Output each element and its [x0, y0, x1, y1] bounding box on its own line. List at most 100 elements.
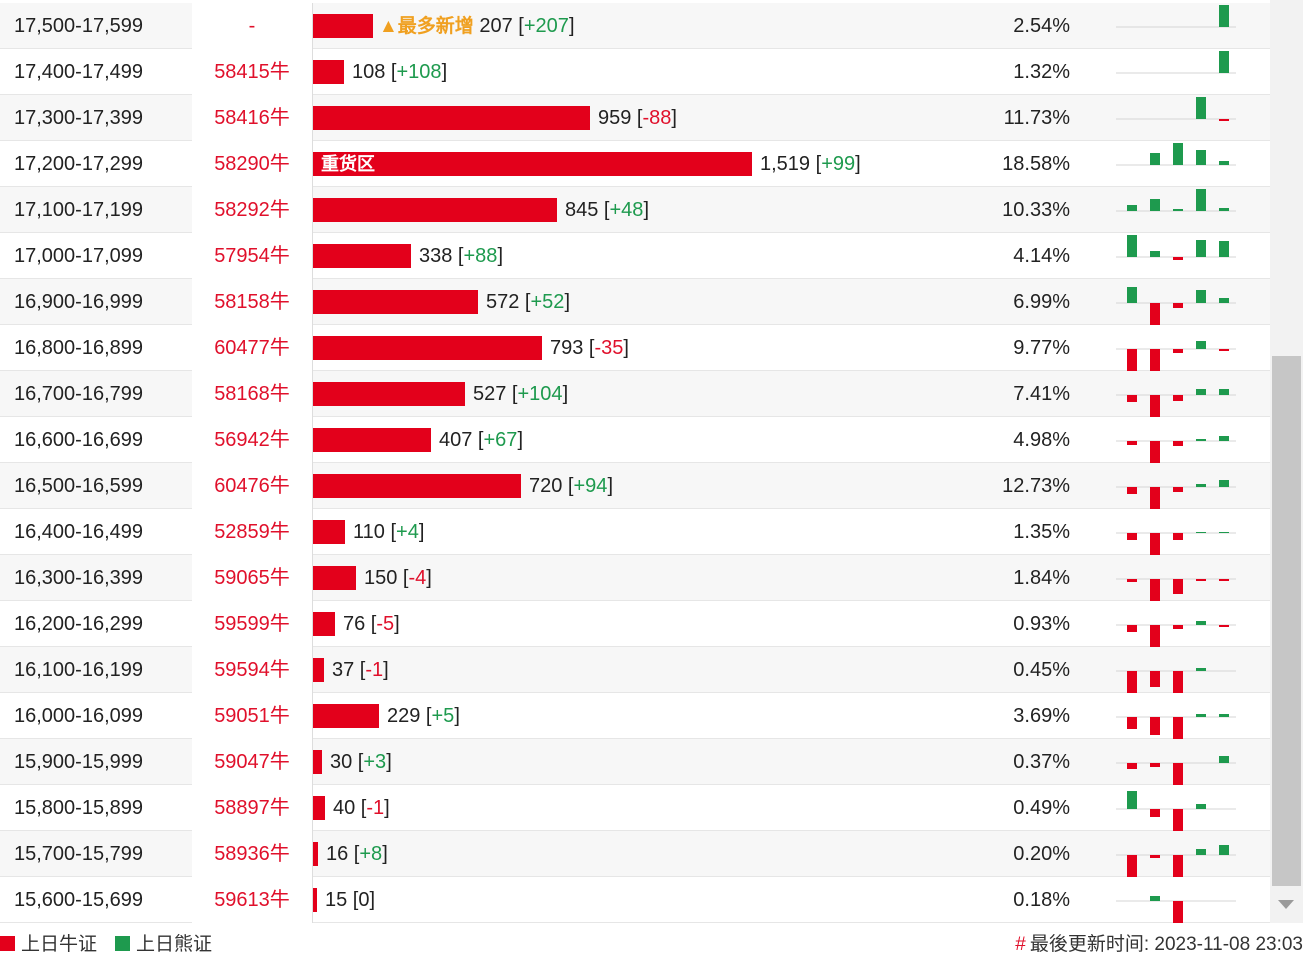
sparkline-bar: [1150, 487, 1160, 509]
cbbc-code-link[interactable]: 58290牛: [214, 153, 290, 175]
sparkline-bar: [1173, 533, 1183, 540]
percentage: 1.32%: [1013, 61, 1070, 83]
quantity-text: 40 [-1]: [333, 797, 390, 819]
cbbc-cell: -: [192, 3, 312, 49]
table-row[interactable]: 16,800-16,899 60477牛 793 [-35] 9.77%: [0, 325, 1270, 371]
table-row[interactable]: 17,300-17,399 58416牛 959 [-88] 11.73%: [0, 95, 1270, 141]
column-divider: [312, 831, 313, 877]
cbbc-code-link[interactable]: 58168牛: [214, 383, 290, 405]
percentage: 6.99%: [1013, 291, 1070, 313]
sparkline-bar: [1219, 161, 1229, 165]
table-row[interactable]: 17,100-17,199 58292牛 845 [+48] 10.33%: [0, 187, 1270, 233]
table-row[interactable]: 16,400-16,499 52859牛 110 [+4] 1.35%: [0, 509, 1270, 555]
cbbc-cell: 60477牛: [192, 325, 312, 371]
quantity-value: 37: [332, 659, 355, 681]
price-range: 17,100-17,199: [14, 199, 144, 221]
cbbc-code-link[interactable]: -: [248, 15, 256, 37]
vertical-scrollbar[interactable]: [1270, 0, 1303, 923]
column-divider: [312, 233, 313, 279]
quantity-bar: [313, 428, 431, 452]
cbbc-code-link[interactable]: 59613牛: [214, 889, 290, 911]
cbbc-code-link[interactable]: 58158牛: [214, 291, 290, 313]
sparkline-bar: [1173, 625, 1183, 629]
sparkline-bar: [1219, 349, 1229, 351]
cbbc-code-link[interactable]: 59599牛: [214, 613, 290, 635]
table-row[interactable]: 16,200-16,299 59599牛 76 [-5] 0.93%: [0, 601, 1270, 647]
table-row[interactable]: 15,800-15,899 58897牛 40 [-1] 0.49%: [0, 785, 1270, 831]
quantity-bar: [313, 336, 542, 360]
cbbc-code-link[interactable]: 60476牛: [214, 475, 290, 497]
sparkline-bar: [1150, 809, 1160, 817]
cbbc-code-link[interactable]: 58936牛: [214, 843, 290, 865]
table-row[interactable]: 17,400-17,499 58415牛 108 [+108] 1.32%: [0, 49, 1270, 95]
sparkline-bar: [1173, 487, 1183, 492]
quantity-change: +94: [573, 475, 608, 497]
quantity-value: 15: [325, 889, 348, 911]
quantity-change: -88: [642, 107, 672, 129]
table-row[interactable]: 17,500-17,599 - ▲最多新增 207 [+207] 2.54%: [0, 3, 1270, 49]
sparkline-bar: [1127, 717, 1137, 729]
table-row[interactable]: 16,100-16,199 59594牛 37 [-1] 0.45%: [0, 647, 1270, 693]
sparkline-bar: [1219, 579, 1229, 581]
last-updated-text: 最後更新时间: 2023-11-08 23:03: [1029, 934, 1303, 955]
percentage: 0.45%: [1013, 659, 1070, 681]
history-sparkline: [1116, 714, 1236, 739]
price-range: 15,600-15,699: [14, 889, 144, 911]
cbbc-code-link[interactable]: 58897牛: [214, 797, 290, 819]
quantity-bar: [313, 842, 318, 866]
sparkline-bar: [1219, 298, 1229, 303]
percentage: 0.20%: [1013, 843, 1070, 865]
cbbc-code-link[interactable]: 56942牛: [214, 429, 290, 451]
cbbc-code-link[interactable]: 58416牛: [214, 107, 290, 129]
table-row[interactable]: 17,200-17,299 58290牛 重货区 1,519 [+99] 18.58%: [0, 141, 1270, 187]
price-range: 16,200-16,299: [14, 613, 144, 635]
cbbc-code-link[interactable]: 59051牛: [214, 705, 290, 727]
table-row[interactable]: 15,700-15,799 58936牛 16 [+8] 0.20%: [0, 831, 1270, 877]
sparkline-bar: [1219, 51, 1229, 73]
sparkline-bar: [1127, 763, 1137, 769]
cbbc-code-link[interactable]: 59065牛: [214, 567, 290, 589]
table-row[interactable]: 16,600-16,699 56942牛 407 [+67] 4.98%: [0, 417, 1270, 463]
sparkline-bar: [1150, 441, 1160, 463]
cbbc-code-link[interactable]: 57954牛: [214, 245, 290, 267]
quantity-text: 108 [+108]: [352, 61, 448, 83]
cbbc-cell: 58158牛: [192, 279, 312, 325]
quantity-change: -1: [366, 797, 385, 819]
cbbc-cell: 58415牛: [192, 49, 312, 95]
table-row[interactable]: 16,300-16,399 59065牛 150 [-4] 1.84%: [0, 555, 1270, 601]
cbbc-code-link[interactable]: 59594牛: [214, 659, 290, 681]
cbbc-code-link[interactable]: 52859牛: [214, 521, 290, 543]
scrollbar-thumb[interactable]: [1272, 356, 1301, 886]
table-row[interactable]: 17,000-17,099 57954牛 338 [+88] 4.14%: [0, 233, 1270, 279]
quantity-text: 527 [+104]: [473, 383, 569, 405]
quantity-change: +104: [517, 383, 563, 405]
table-row[interactable]: 15,900-15,999 59047牛 30 [+3] 0.37%: [0, 739, 1270, 785]
column-divider: [312, 463, 313, 509]
cbbc-code-link[interactable]: 58415牛: [214, 61, 290, 83]
cbbc-code-link[interactable]: 58292牛: [214, 199, 290, 221]
sparkline-bar: [1150, 625, 1160, 647]
quantity-value: 407: [439, 429, 473, 451]
table-row[interactable]: 15,600-15,699 59613牛 15 [0] 0.18%: [0, 877, 1270, 923]
sparkline-bar: [1150, 395, 1160, 417]
scroll-down-arrow-icon[interactable]: [1278, 900, 1294, 909]
column-divider: [312, 371, 313, 417]
legend-bear-swatch: [115, 936, 130, 951]
table-row[interactable]: 16,700-16,799 58168牛 527 [+104] 7.41%: [0, 371, 1270, 417]
cbbc-code-link[interactable]: 59047牛: [214, 751, 290, 773]
table-row[interactable]: 16,900-16,999 58158牛 572 [+52] 6.99%: [0, 279, 1270, 325]
history-sparkline: [1116, 480, 1236, 509]
cbbc-cell: 58416牛: [192, 95, 312, 141]
quantity-bar: [313, 658, 324, 682]
sparkline-bar: [1196, 290, 1206, 303]
table-row[interactable]: 16,500-16,599 60476牛 720 [+94] 12.73%: [0, 463, 1270, 509]
table-row[interactable]: 16,000-16,099 59051牛 229 [+5] 3.69%: [0, 693, 1270, 739]
quantity-value: 207: [479, 15, 513, 37]
sparkline-bar: [1219, 241, 1229, 257]
sparkline-bar: [1127, 441, 1137, 445]
percentage: 0.37%: [1013, 751, 1070, 773]
percentage: 2.54%: [1013, 15, 1070, 37]
cbbc-cell: 56942牛: [192, 417, 312, 463]
quantity-change: -4: [408, 567, 427, 589]
cbbc-code-link[interactable]: 60477牛: [214, 337, 290, 359]
